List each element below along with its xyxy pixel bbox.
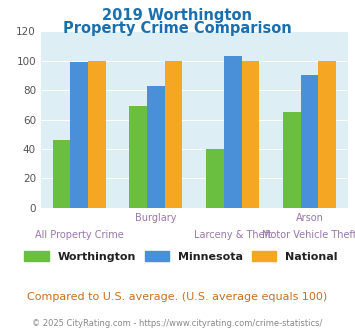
Bar: [130, 106, 147, 208]
Text: Burglary: Burglary: [135, 213, 177, 223]
Text: Larceny & Theft: Larceny & Theft: [194, 230, 272, 240]
Text: Arson: Arson: [296, 213, 323, 223]
Bar: [283, 112, 301, 208]
Text: Motor Vehicle Theft: Motor Vehicle Theft: [262, 230, 355, 240]
Bar: [147, 86, 165, 208]
Bar: [165, 61, 182, 208]
Text: 2019 Worthington: 2019 Worthington: [103, 8, 252, 23]
Bar: [88, 61, 106, 208]
Bar: [318, 61, 336, 208]
Text: Property Crime Comparison: Property Crime Comparison: [63, 21, 292, 36]
Text: © 2025 CityRating.com - https://www.cityrating.com/crime-statistics/: © 2025 CityRating.com - https://www.city…: [32, 319, 323, 328]
Legend: Worthington, Minnesota, National: Worthington, Minnesota, National: [20, 247, 342, 267]
Bar: [70, 62, 88, 208]
Bar: [241, 61, 259, 208]
Bar: [206, 149, 224, 208]
Text: Compared to U.S. average. (U.S. average equals 100): Compared to U.S. average. (U.S. average …: [27, 292, 328, 302]
Text: All Property Crime: All Property Crime: [35, 230, 124, 240]
Bar: [301, 76, 318, 208]
Bar: [224, 56, 241, 208]
Bar: [53, 140, 70, 208]
